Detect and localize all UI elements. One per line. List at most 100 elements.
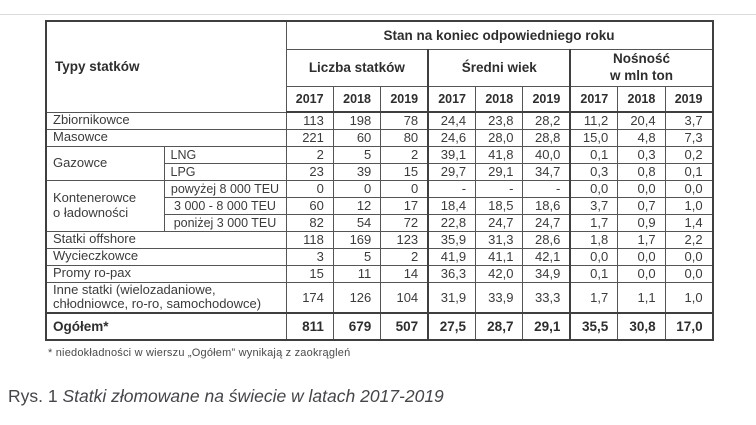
value-cell: 3,7 — [569, 196, 619, 215]
value-cell: 15,0 — [569, 128, 619, 147]
value-cell: 82 — [285, 213, 334, 232]
group-header-sredni-wiek: Średni wiek — [427, 49, 571, 87]
value-cell: 60 — [332, 128, 382, 147]
value-cell: 811 — [285, 312, 334, 341]
value-cell: 29,1 — [522, 312, 571, 341]
group-header-liczba-statkow: Liczba statków — [285, 49, 429, 87]
value-cell: 33,9 — [475, 281, 524, 314]
table-row: Gazowce LNG 2 5 2 39,1 41,8 40,0 0,1 0,3 0,2 — [45, 145, 714, 181]
value-cell: 0,0 — [664, 247, 714, 266]
value-cell: 60 — [285, 196, 334, 215]
year-header: 2017 — [285, 86, 334, 113]
value-cell: 0,0 — [664, 179, 714, 198]
value-cell: 0 — [380, 179, 429, 198]
year-header: 2019 — [380, 86, 429, 113]
value-cell: 1,0 — [664, 281, 714, 314]
value-cell: 0,0 — [664, 264, 714, 283]
value-cell: 0,9 — [617, 213, 666, 232]
value-cell: 0,0 — [617, 247, 666, 266]
table-row: Kontenerowce o ładowności powyżej 8 000 T… — [45, 179, 714, 232]
value-cell: 34,9 — [522, 264, 571, 283]
value-cell: 35,9 — [427, 230, 477, 249]
row-label: Wycieczkowce — [45, 247, 287, 266]
row-label: Gazowce — [45, 145, 165, 181]
value-cell: 24,7 — [522, 213, 571, 232]
value-cell: 0,1 — [664, 162, 714, 181]
value-cell: 0,0 — [569, 179, 619, 198]
value-cell: 113 — [285, 111, 334, 130]
value-cell: 35,5 — [569, 312, 619, 341]
value-cell: 0,0 — [617, 179, 666, 198]
value-cell: 1,1 — [617, 281, 666, 314]
row-label: Ogółem* — [45, 312, 287, 341]
page-top-divider — [0, 14, 756, 15]
value-cell: 39 — [332, 162, 382, 181]
value-cell: 28,2 — [522, 111, 571, 130]
caption-prefix: Rys. 1 — [8, 386, 63, 406]
caption-title: Statki złomowane na świecie w latach 201… — [62, 386, 444, 406]
value-cell: 42,0 — [475, 264, 524, 283]
value-cell: 1,7 — [569, 213, 619, 232]
value-cell: 33,3 — [522, 281, 571, 314]
value-cell: 3,7 — [664, 111, 714, 130]
year-header: 2018 — [332, 86, 382, 113]
year-header: 2018 — [617, 86, 666, 113]
value-cell: 41,9 — [427, 247, 477, 266]
value-cell: 2 — [380, 145, 429, 164]
row-sublabel: 3 000 - 8 000 TEU — [163, 196, 287, 215]
value-cell: 4,8 — [617, 128, 666, 147]
value-cell: 123 — [380, 230, 429, 249]
value-cell: 23 — [285, 162, 334, 181]
value-cell: 40,0 — [522, 145, 571, 164]
top-header: Stan na koniec odpowiedniego roku — [285, 20, 714, 50]
row-label: Inne statki (wielozadaniowe, chłodniowce… — [45, 281, 287, 314]
row-label: Statki offshore — [45, 230, 287, 249]
value-cell: 0,3 — [569, 162, 619, 181]
value-cell: 29,1 — [475, 162, 524, 181]
table-row: Zbiornikowce 113 198 78 24,4 23,8 28,2 11,2 20,4… — [45, 111, 714, 130]
value-cell: 2,2 — [664, 230, 714, 249]
value-cell: 31,9 — [427, 281, 477, 314]
figure-caption: Rys. 1 Statki złomowane na świecie w lat… — [8, 386, 444, 407]
value-cell: 3 — [285, 247, 334, 266]
value-cell: 507 — [380, 312, 429, 341]
value-cell: 7,3 — [664, 128, 714, 147]
value-cell: 169 — [332, 230, 382, 249]
value-cell: 24,7 — [475, 213, 524, 232]
table-row: Promy ro-pax 15 11 14 36,3 42,0 34,9 0,1 0,0 0,0 — [45, 264, 714, 283]
header-row-years: 2017 2018 2019 2017 2018 2019 2017 2018 … — [46, 86, 714, 113]
row-label: Zbiornikowce — [45, 111, 287, 130]
header-row-groups: Liczba statków Średni wiek Nośność w mln… — [46, 49, 714, 87]
value-cell: 80 — [380, 128, 429, 147]
row-sublabel: LNG — [163, 145, 287, 164]
value-cell: 0,1 — [569, 264, 619, 283]
value-cell: 1,0 — [664, 196, 714, 215]
value-cell: 39,1 — [427, 145, 477, 164]
value-cell: 41,8 — [475, 145, 524, 164]
value-cell: 36,3 — [427, 264, 477, 283]
value-cell: 1,8 — [569, 230, 619, 249]
value-cell: 5 — [332, 145, 382, 164]
value-cell: 15 — [285, 264, 334, 283]
value-cell: 198 — [332, 111, 382, 130]
value-cell: 11,2 — [569, 111, 619, 130]
year-header: 2017 — [569, 86, 619, 113]
table-row: Statki offshore 118 169 123 35,9 31,3 28,6 1,8 1… — [45, 230, 714, 249]
value-cell: 1,4 — [664, 213, 714, 232]
value-cell: 29,7 — [427, 162, 477, 181]
table-body: Zbiornikowce 113 198 78 24,4 23,8 28,2 11,2 20,4… — [45, 111, 714, 341]
value-cell: 5 — [332, 247, 382, 266]
year-header: 2018 — [475, 86, 524, 113]
value-cell: 174 — [285, 281, 334, 314]
value-cell: 0,7 — [617, 196, 666, 215]
value-cell: 27,5 — [427, 312, 477, 341]
value-cell: 221 — [285, 128, 334, 147]
row-label: Kontenerowce o ładowności — [45, 179, 165, 232]
value-cell: 118 — [285, 230, 334, 249]
value-cell: 31,3 — [475, 230, 524, 249]
value-cell: 42,1 — [522, 247, 571, 266]
value-cell: - — [475, 179, 524, 198]
value-cell: 30,8 — [617, 312, 666, 341]
table-row: 3 000 - 8 000 TEU 60 12 17 18,4 18,5 18,6 3,7 0,… — [46, 196, 714, 215]
